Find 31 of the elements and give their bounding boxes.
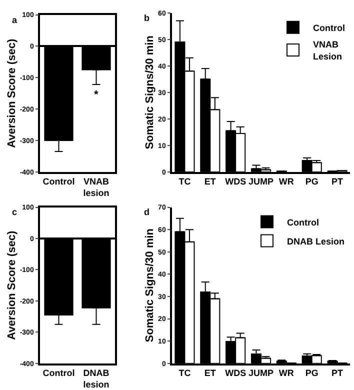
x-tick-label: TC <box>178 368 192 378</box>
x-tick-label: Control <box>42 176 75 186</box>
x-tick-label: Control <box>42 368 75 378</box>
x-tick-label: PT <box>332 368 344 378</box>
x-tick-label: WDS <box>225 368 246 378</box>
x-tick-label: DNAB lesion <box>83 368 110 390</box>
x-tick-label: PG <box>305 368 318 378</box>
x-tick-label: WR <box>278 368 294 378</box>
x-tick-label: ET <box>204 368 216 378</box>
y-axis-title: Somatic Signs/30 min <box>144 228 156 342</box>
legend-label: DNAB Lesion <box>287 236 345 246</box>
legend-label: Control <box>313 22 345 33</box>
legend-label: Control <box>287 217 319 228</box>
x-tick-label: PT <box>332 176 344 186</box>
x-tick-label: WR <box>278 176 294 186</box>
x-tick-label: WDS <box>225 176 246 186</box>
y-axis-title: Somatic Signs/30 min <box>144 35 156 150</box>
chart-title: b <box>144 13 150 23</box>
chart-title: c <box>12 207 18 217</box>
y-axis-title: Aversion Score (sec) <box>6 38 18 148</box>
x-tick-label: VNAB lesion <box>83 176 110 198</box>
x-tick-label: JUMP <box>248 368 274 378</box>
chart-title: d <box>144 207 150 217</box>
x-tick-label: TC <box>178 176 192 186</box>
chart-title: a <box>12 15 18 25</box>
annotation: * <box>94 89 99 101</box>
legend-label: VNAB Lesion <box>313 40 342 62</box>
x-tick-label: JUMP <box>248 176 274 186</box>
x-tick-label: PG <box>305 176 318 186</box>
x-tick-label: ET <box>204 176 216 186</box>
y-axis-title: Aversion Score (sec) <box>6 230 18 340</box>
